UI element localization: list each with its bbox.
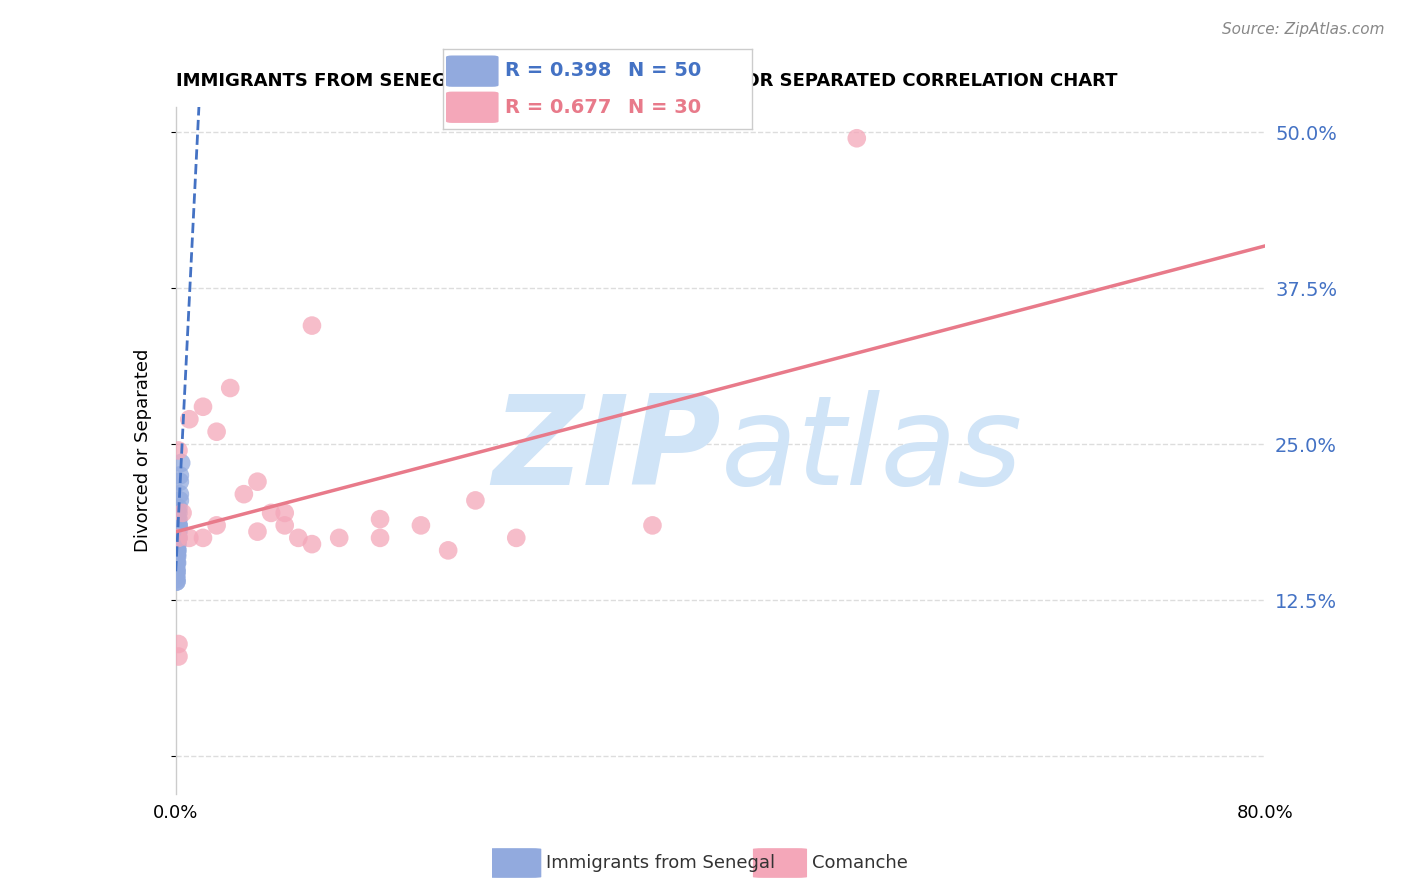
Point [166, 537, 188, 551]
Point [167, 637, 190, 651]
Point [166, 512, 188, 526]
Point [165, 568, 187, 582]
Text: Immigrants from Senegal: Immigrants from Senegal [546, 854, 775, 872]
Point [845, 131, 868, 145]
Point [167, 524, 190, 539]
Point [301, 537, 323, 551]
Point [205, 518, 228, 533]
Text: N = 30: N = 30 [628, 98, 702, 117]
FancyBboxPatch shape [754, 848, 807, 878]
Point [179, 531, 201, 545]
Point [167, 518, 190, 533]
Point [505, 531, 527, 545]
Point [165, 540, 187, 554]
Text: Comanche: Comanche [813, 854, 908, 872]
Point [260, 506, 283, 520]
Point [191, 400, 214, 414]
Point [167, 443, 190, 458]
Point [165, 572, 187, 586]
Point [165, 574, 187, 589]
Point [246, 524, 269, 539]
Point [170, 456, 193, 470]
Point [232, 487, 254, 501]
Point [641, 518, 664, 533]
Point [166, 531, 188, 545]
Text: IMMIGRANTS FROM SENEGAL VS COMANCHE DIVORCED OR SEPARATED CORRELATION CHART: IMMIGRANTS FROM SENEGAL VS COMANCHE DIVO… [176, 72, 1118, 90]
Point [165, 574, 187, 589]
Point [165, 537, 187, 551]
Point [301, 318, 323, 333]
Point [409, 518, 432, 533]
Point [274, 506, 297, 520]
Point [167, 506, 190, 520]
Point [166, 543, 188, 558]
Point [205, 425, 228, 439]
Point [166, 537, 188, 551]
Point [166, 503, 188, 517]
Point [169, 468, 191, 483]
Point [165, 565, 187, 579]
Point [166, 518, 188, 533]
Point [167, 500, 190, 515]
FancyBboxPatch shape [486, 848, 541, 878]
Point [169, 475, 191, 489]
Point [287, 531, 309, 545]
Point [274, 518, 297, 533]
Point [167, 512, 190, 526]
Text: atlas: atlas [721, 390, 1022, 511]
Point [166, 512, 188, 526]
Point [166, 543, 188, 558]
Point [166, 543, 188, 558]
Point [165, 556, 187, 570]
Text: R = 0.398: R = 0.398 [505, 62, 612, 80]
Point [328, 531, 350, 545]
Point [165, 537, 187, 551]
Point [166, 527, 188, 541]
Text: N = 50: N = 50 [628, 62, 702, 80]
Point [165, 549, 187, 564]
Point [172, 506, 194, 520]
Point [368, 531, 391, 545]
Point [166, 547, 188, 561]
Point [169, 493, 191, 508]
Point [166, 506, 188, 520]
FancyBboxPatch shape [446, 55, 499, 87]
Point [166, 556, 188, 570]
FancyBboxPatch shape [446, 92, 499, 123]
Text: R = 0.677: R = 0.677 [505, 98, 612, 117]
Point [191, 531, 214, 545]
Y-axis label: Divorced or Separated: Divorced or Separated [134, 349, 152, 552]
Point [166, 540, 188, 554]
Point [165, 547, 187, 561]
Point [165, 556, 187, 570]
Point [166, 527, 188, 541]
Point [165, 562, 187, 576]
Point [165, 543, 187, 558]
Point [165, 565, 187, 579]
Point [246, 475, 269, 489]
Point [167, 518, 190, 533]
Point [167, 649, 190, 664]
Point [219, 381, 242, 395]
Point [437, 543, 460, 558]
Point [166, 534, 188, 549]
Text: ZIP: ZIP [492, 390, 721, 511]
Point [167, 518, 190, 533]
Point [166, 531, 188, 545]
Point [166, 534, 188, 549]
Point [166, 524, 188, 539]
Point [368, 512, 391, 526]
Point [166, 549, 188, 564]
Point [169, 487, 191, 501]
Point [167, 531, 190, 545]
Point [179, 412, 201, 426]
Text: Source: ZipAtlas.com: Source: ZipAtlas.com [1222, 22, 1385, 37]
Point [167, 531, 190, 545]
Point [464, 493, 486, 508]
Point [166, 521, 188, 535]
